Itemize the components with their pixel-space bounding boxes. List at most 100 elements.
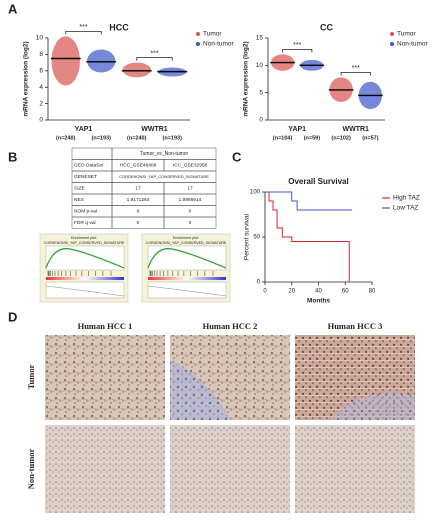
y-tick-label: 4: [39, 84, 43, 91]
significance-bracket: [136, 57, 173, 61]
chart-title: HCC: [109, 22, 129, 32]
y-axis-label: Percent survival: [244, 213, 251, 260]
x-tick-label: WWTR1: [343, 126, 370, 133]
y-tick-label: 5: [259, 89, 263, 96]
x-tick-label: YAP1: [75, 126, 93, 133]
column-label: Human HCC 3: [328, 321, 383, 331]
x-axis-label: Months: [307, 298, 330, 305]
x-tick-label: 0: [263, 289, 267, 295]
rank-gradient: [148, 277, 226, 280]
panel-label: A: [8, 1, 18, 16]
row-label: Tumor: [26, 364, 36, 389]
legend-marker: [196, 32, 200, 36]
significance-label: ***: [293, 42, 301, 49]
plot-area: [45, 281, 125, 299]
panel-label: D: [8, 309, 17, 324]
table-text: 1.9856614: [179, 197, 202, 203]
legend-label: Non-tumor: [397, 41, 429, 48]
n-label: (n=193): [92, 135, 112, 141]
ihc-stain: [170, 360, 230, 420]
x-tick-label: YAP1: [288, 126, 306, 133]
n-label: (n=104): [273, 135, 293, 141]
chart-title: Overall Survival: [288, 177, 348, 186]
table-text: 0: [189, 220, 192, 226]
n-label: (n=240): [56, 135, 76, 141]
n-label: (n=102): [331, 135, 351, 141]
significance-bracket: [282, 49, 313, 53]
survival-curve: [265, 191, 350, 282]
significance-bracket: [340, 71, 371, 76]
x-tick-label: 20: [288, 289, 295, 295]
y-tick-label: 0: [39, 117, 43, 124]
y-axis-label: mRNA expression (log2): [23, 41, 30, 116]
x-tick-label: 80: [369, 289, 376, 295]
table-text: GENESET: [74, 174, 97, 180]
table-text: NOM p-val: [74, 209, 97, 215]
enrichment-title: Enrichment plot:: [173, 236, 199, 240]
y-tick-label: 0: [259, 117, 263, 124]
survival-curve: [265, 191, 352, 211]
table-text: 17: [187, 186, 193, 192]
y-tick-label: 8: [39, 51, 43, 58]
enrichment-curve: [147, 248, 227, 269]
x-tick-label: 40: [315, 289, 322, 295]
table-text: ICC_GSE32958: [173, 163, 208, 169]
chart-title: CC: [320, 22, 333, 32]
table-text: GEO DataSet: [74, 163, 104, 169]
ihc-panel: Human HCC 1 Human HCC 2 Human HCC 3 Tumor No…: [26, 321, 415, 513]
panel-label: C: [232, 149, 242, 164]
n-label: (n=240): [127, 135, 147, 141]
legend-label: Tumor: [397, 31, 416, 38]
table-text: 0: [137, 220, 140, 226]
legend-marker: [390, 32, 394, 36]
legend-label: Non-tumor: [203, 41, 235, 48]
significance-label: ***: [150, 50, 158, 57]
y-tick-label: 100: [250, 190, 261, 196]
table-text: 1.9171264: [127, 197, 150, 203]
dot-cloud: [122, 62, 151, 78]
n-label: (n=57): [362, 135, 379, 141]
enrichment-title: CORDENONSI_YAP_CONSERVED_SIGNATURE: [146, 241, 227, 245]
row-label: Non-tumor: [26, 448, 36, 489]
plot-area: [45, 245, 125, 271]
table-text: NES: [74, 197, 84, 203]
n-label: (n=193): [163, 135, 183, 141]
x-tick-label: WWTR1: [141, 126, 168, 133]
ihc-image: [170, 425, 290, 513]
table-text: 17: [135, 186, 141, 192]
enrichment-title: Enrichment plot:: [71, 236, 97, 240]
table-text: 0: [137, 209, 140, 215]
table-text: CORDENONSI_YAP_CONSERVED_SIGNATURE: [119, 174, 209, 179]
table-cell: [163, 216, 217, 229]
x-tick-label: 60: [342, 289, 349, 295]
significance-bracket: [65, 30, 102, 35]
ihc-image: [45, 425, 165, 513]
column-label: Human HCC 2: [203, 321, 258, 331]
legend-marker: [390, 42, 394, 46]
ihc-image: [45, 335, 165, 420]
legend-label: Low TAZ: [393, 205, 418, 212]
table-text: SIZE: [74, 186, 85, 192]
y-tick-label: 10: [36, 35, 44, 42]
significance-label: ***: [79, 24, 87, 31]
legend-label: Tumor: [203, 31, 222, 38]
enrichment-plots: Enrichment plot:CORDENONSI_YAP_CONSERVED…: [39, 233, 231, 303]
metric-curve: [147, 285, 227, 297]
enrichment-title: CORDENONSI_YAP_CONSERVED_SIGNATURE: [44, 241, 125, 245]
dot-cloud: [87, 49, 116, 73]
panel-label: B: [8, 149, 17, 164]
table-text: FDR q-val: [74, 220, 96, 226]
n-label: (n=59): [304, 135, 321, 141]
plot-area: [147, 281, 227, 299]
ihc-image: [295, 425, 415, 513]
y-tick-label: 6: [39, 68, 43, 75]
metric-curve: [45, 285, 125, 297]
table-text: 0: [189, 209, 192, 215]
table-text: HCC_GSE46408: [120, 163, 157, 169]
column-label: Human HCC 1: [78, 321, 133, 331]
legend-label: High TAZ: [393, 195, 420, 202]
enrichment-curve: [45, 248, 125, 269]
significance-label: ***: [352, 65, 360, 72]
